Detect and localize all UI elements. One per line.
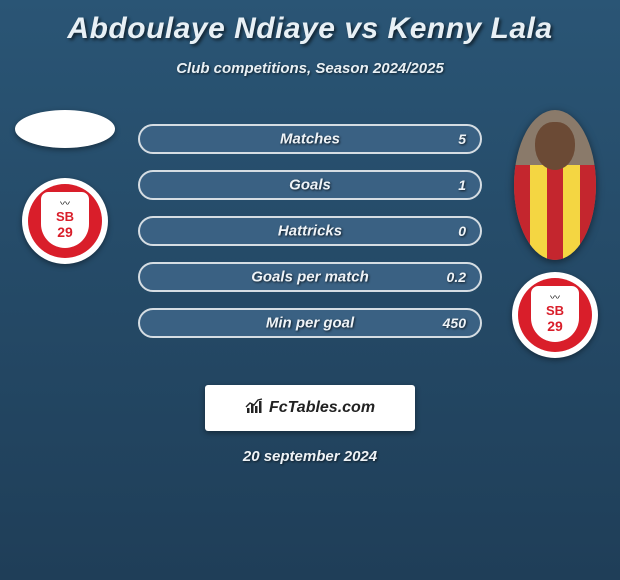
stat-label: Goals per match [251,269,369,286]
stat-bar: Min per goal 450 [138,308,482,338]
branding-box: FcTables.com [205,385,415,431]
chart-icon [245,398,263,419]
stat-bar: Matches 5 [138,124,482,154]
stat-bar: Goals 1 [138,170,482,200]
stat-value: 0 [458,223,466,239]
stat-bar: Goals per match 0.2 [138,262,482,292]
player-left-column: 〰 SB 29 [10,110,120,264]
player-left-avatar-placeholder [15,110,115,148]
stat-label: Goals [289,177,331,194]
branding-text: FcTables.com [269,399,375,417]
date-text: 20 september 2024 [0,448,620,465]
stat-value: 1 [458,177,466,193]
badge-text-top: SB [531,304,579,317]
page-subtitle: Club competitions, Season 2024/2025 [0,60,620,77]
stat-value: 0.2 [447,269,466,285]
player-right-column: 〰 SB 29 [500,110,610,358]
stat-bar: Hattricks 0 [138,216,482,246]
player-right-avatar [514,110,596,260]
page-title: Abdoulaye Ndiaye vs Kenny Lala [0,0,620,46]
player-right-club-badge: 〰 SB 29 [512,272,598,358]
stat-label: Hattricks [278,223,342,240]
stat-bars: Matches 5 Goals 1 Hattricks 0 Goals per … [138,124,482,354]
badge-text-top: SB [41,210,89,223]
badge-text-bottom: 29 [41,224,89,240]
stat-label: Min per goal [266,315,354,332]
stat-value: 5 [458,131,466,147]
badge-text-bottom: 29 [531,318,579,334]
player-left-club-badge: 〰 SB 29 [22,178,108,264]
stat-value: 450 [443,315,466,331]
stat-label: Matches [280,131,340,148]
